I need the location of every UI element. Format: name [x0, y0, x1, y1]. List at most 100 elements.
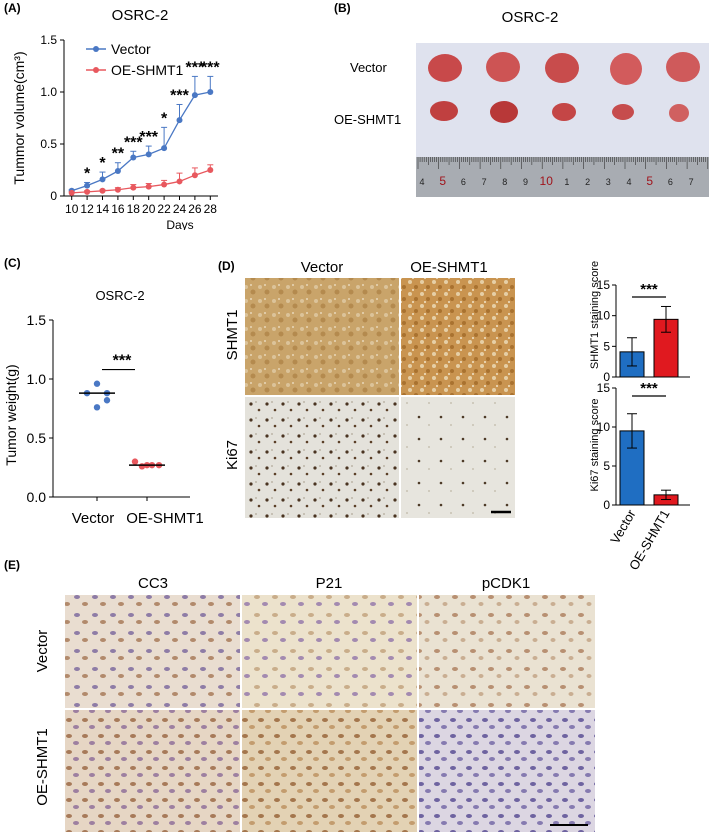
chart-d-ytick-label: 0 — [603, 370, 610, 384]
panel-d-col-oe: OE-SHMT1 — [410, 259, 488, 276]
chart-a-point — [99, 176, 106, 183]
panel-e-row-vector: Vector — [34, 630, 51, 673]
legend-oe-label: OE-SHMT1 — [111, 62, 184, 78]
chart-a-point — [161, 181, 168, 188]
chart-a-xtick-label: 28 — [204, 202, 218, 216]
chart-a-point — [84, 188, 91, 195]
panel-a-label: (A) — [4, 1, 21, 15]
vector-tumors — [428, 52, 700, 85]
panel-e: (E) CC3 P21 pCDK1 Vector OE-SHMT1 — [4, 558, 595, 832]
panel-d-col-vector: Vector — [301, 259, 344, 276]
panel-d-label: (D) — [218, 259, 235, 273]
chart-d-ytick-label: 5 — [603, 339, 610, 353]
ihc-pcdk1-oe — [419, 710, 595, 832]
chart-a-series-line — [71, 91, 211, 192]
chart-a-point — [114, 168, 121, 175]
chart-c-plot: 0.0 0.5 1.0 1.5 Vector OE-SHMT1 *** — [27, 312, 204, 527]
chart-d-ytick-label: 5 — [603, 459, 610, 473]
chart-a-point — [176, 178, 183, 185]
ihc-ki67-oe — [401, 397, 515, 518]
chart-c-point — [131, 458, 139, 465]
panel-e-label: (E) — [4, 558, 20, 572]
chart-c-ytick-label: 0.5 — [27, 430, 47, 446]
tumor-vector-4 — [610, 53, 642, 85]
chart-a-point — [176, 117, 183, 124]
chart-a-xtick-label: 18 — [127, 202, 141, 216]
ruler-number: 5 — [646, 174, 653, 188]
chart-a-xtick-label: 10 — [65, 202, 79, 216]
chart-a-ytick-label: 0 — [50, 189, 57, 203]
chart-a-significance: * — [99, 155, 106, 172]
tumor-vector-2 — [486, 52, 520, 82]
chart-d-significance: *** — [640, 281, 658, 298]
ruler-number: 3 — [606, 177, 611, 187]
chart-c-title: OSRC-2 — [95, 288, 144, 303]
chart-a-ytick-label: 1.5 — [40, 33, 57, 47]
panel-d-images: (D) Vector OE-SHMT1 SHMT1 Ki67 — [218, 259, 515, 518]
panel-b-row-vector: Vector — [350, 60, 388, 75]
chart-c-ytick-label: 1.5 — [27, 312, 47, 328]
ruler-number: 6 — [461, 177, 466, 187]
chart-a-point — [207, 167, 214, 173]
chart-c-ylabel: Tumor weight(g) — [3, 364, 19, 465]
chart-a-xtick-label: 22 — [157, 202, 171, 216]
chart-c-xtick-label: Vector — [72, 510, 115, 527]
panel-e-row-oe: OE-SHMT1 — [34, 728, 51, 806]
ihc-cc3-oe — [65, 710, 240, 832]
ruler-number: 10 — [540, 174, 554, 188]
chart-a-significance: * — [161, 110, 168, 127]
chart-d-ytick-label: 10 — [597, 420, 611, 434]
chart-d-ytick-label: 15 — [597, 381, 611, 395]
ihc-shmt1-oe — [401, 278, 515, 395]
ihc-p21-oe — [242, 710, 417, 832]
chart-a-point — [191, 92, 198, 99]
panel-b: (B) OSRC-2 Vector OE-SHMT1 4 5 6 7 8 9 10 1 2 3 4 5… — [330, 0, 709, 215]
oe-tumors — [430, 101, 689, 123]
chart-a-xtick-label: 16 — [111, 202, 125, 216]
panel-d-row-ki67: Ki67 — [224, 440, 241, 470]
legend-vector-marker — [93, 46, 99, 52]
ruler-number: 9 — [523, 177, 528, 187]
panel-d-row-shmt1: SHMT1 — [224, 310, 241, 361]
chart-a-point — [145, 151, 152, 158]
chart-d-ytick-label: 10 — [597, 309, 611, 323]
chart-a-significance: *** — [201, 59, 220, 76]
chart-a-point — [161, 145, 168, 152]
chart-a-significance: * — [84, 165, 91, 182]
chart-d-significance: *** — [640, 380, 658, 397]
chart-d-top-ylabel: SHMT1 staining score — [589, 261, 601, 369]
panel-b-label: (B) — [334, 1, 351, 15]
ihc-ki67-vector — [245, 397, 399, 518]
chart-a-point — [191, 172, 198, 179]
chart-a-xtick-label: 24 — [173, 202, 187, 216]
ruler-number: 7 — [482, 177, 487, 187]
chart-a-xlabel: Days — [166, 218, 193, 230]
panel-a: (A) OSRC-2 Tummor volume(cm³) Days 0 0.5 1… — [4, 1, 220, 230]
chart-d-bottom-ylabel: Ki67 staining score — [589, 399, 601, 492]
chart-c-point — [103, 397, 111, 404]
chart-d-ytick-label: 15 — [597, 278, 611, 292]
chart-a-ylabel: Tummor volume(cm³) — [11, 51, 27, 184]
chart-a-plot: 00.51.01.510 12 14 16 18 20 22 24 26 28**********… — [40, 33, 220, 216]
ihc-p21-vector — [242, 595, 417, 708]
panel-c-label: (C) — [4, 256, 21, 270]
chart-c-point — [138, 463, 146, 470]
chart-a-point — [84, 182, 91, 189]
panel-b-row-oe: OE-SHMT1 — [334, 112, 401, 127]
chart-a-point — [207, 89, 214, 95]
chart-a-point — [68, 189, 75, 196]
ruler-number: 2 — [585, 177, 590, 187]
ruler-numbers: 4 5 6 7 8 9 10 1 2 3 4 5 6 7 — [419, 174, 693, 188]
panel-b-title: OSRC-2 — [502, 9, 559, 26]
ruler — [416, 157, 709, 197]
chart-a-xtick-label: 20 — [142, 202, 156, 216]
tumor-oe-4 — [612, 104, 634, 120]
legend-oe-marker — [93, 67, 99, 73]
chart-a-ytick-label: 1.0 — [40, 85, 57, 99]
tumor-oe-3 — [552, 103, 576, 121]
chart-a-series-line — [71, 169, 211, 194]
chart-a-point — [99, 187, 106, 194]
chart-a-significance: *** — [139, 129, 158, 146]
ruler-number: 4 — [419, 177, 424, 187]
